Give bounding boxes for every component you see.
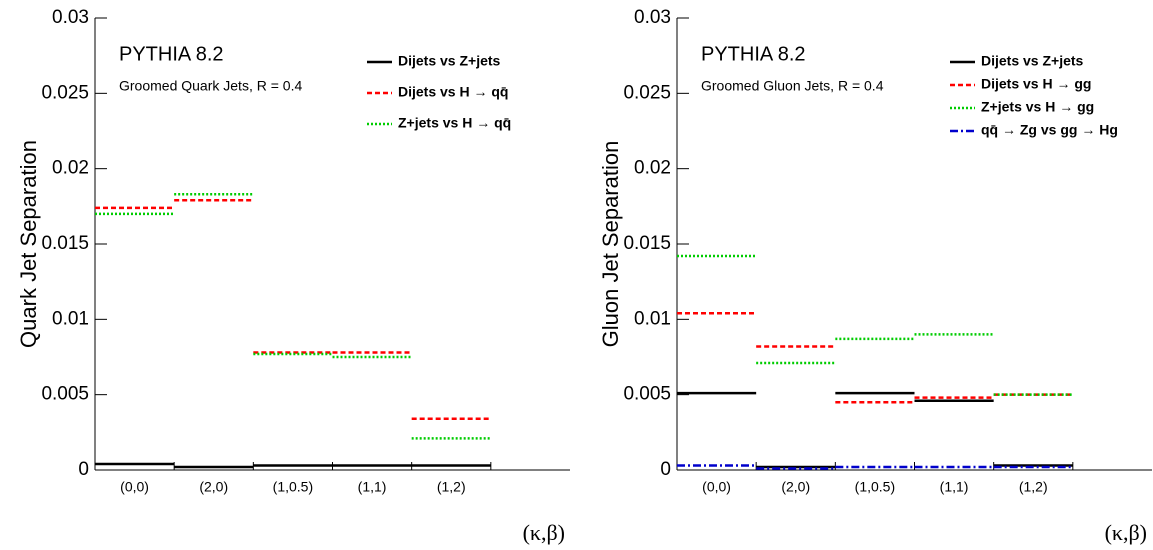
y-axis-label: Gluon Jet Separation xyxy=(598,141,623,348)
y-tick-label: 0.01 xyxy=(52,308,89,329)
x-tick-label: (1,2) xyxy=(437,479,466,495)
annotation: PYTHIA 8.2 xyxy=(701,43,806,65)
y-axis-label: Quark Jet Separation xyxy=(16,140,41,348)
y-tick-label: 0 xyxy=(78,459,89,480)
annotation: Groomed Gluon Jets, R = 0.4 xyxy=(701,78,884,94)
y-tick-label: 0.005 xyxy=(623,384,671,405)
y-tick-label: 0.03 xyxy=(634,7,671,28)
y-tick-label: 0.015 xyxy=(623,233,671,254)
x-tick-label: (1,2) xyxy=(1019,479,1048,495)
legend-label: Z+jets vs H → gg xyxy=(981,99,1094,115)
y-tick-label: 0.02 xyxy=(52,158,89,179)
x-tick-label: (1,1) xyxy=(358,479,387,495)
y-tick-label: 0.02 xyxy=(634,158,671,179)
annotation: PYTHIA 8.2 xyxy=(119,43,224,65)
x-tick-label: (2,0) xyxy=(199,479,228,495)
x-axis-label: (κ,β) xyxy=(523,520,565,545)
legend-label: Dijets vs Z+jets xyxy=(981,53,1084,69)
x-tick-label: (1,0.5) xyxy=(273,479,313,495)
y-tick-label: 0 xyxy=(660,459,671,480)
y-tick-label: 0.025 xyxy=(623,82,671,103)
x-axis-label: (κ,β) xyxy=(1105,520,1147,545)
x-tick-label: (0,0) xyxy=(702,479,731,495)
x-tick-label: (1,0.5) xyxy=(855,479,895,495)
x-tick-label: (0,0) xyxy=(120,479,149,495)
legend-label: Dijets vs H → qq̄ xyxy=(398,84,508,100)
x-tick-label: (1,1) xyxy=(940,479,969,495)
y-tick-label: 0.015 xyxy=(41,233,89,254)
x-tick-label: (2,0) xyxy=(781,479,810,495)
y-tick-label: 0.01 xyxy=(634,308,671,329)
legend-label: Z+jets vs H → qq̄ xyxy=(398,115,511,131)
y-tick-label: 0.025 xyxy=(41,82,89,103)
legend-label: qq̄ → Zg vs gg → Hg xyxy=(981,122,1118,138)
y-tick-label: 0.03 xyxy=(52,7,89,28)
legend-label: Dijets vs H → gg xyxy=(981,76,1091,92)
legend-label: Dijets vs Z+jets xyxy=(398,53,501,69)
y-tick-label: 0.005 xyxy=(41,384,89,405)
annotation: Groomed Quark Jets, R = 0.4 xyxy=(119,78,302,94)
